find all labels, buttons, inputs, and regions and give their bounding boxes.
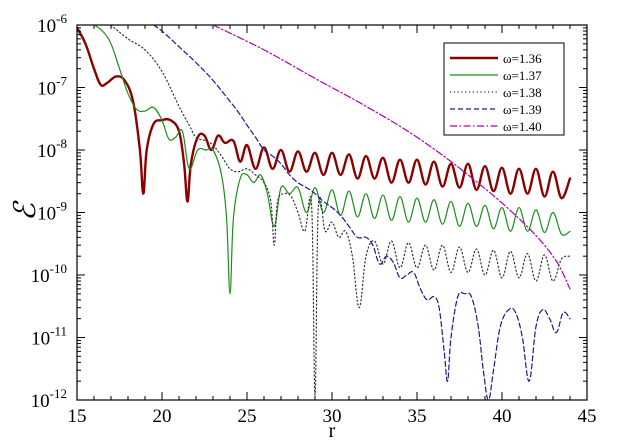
legend-label-4: ω=1.39 xyxy=(503,102,542,117)
series-line-2 xyxy=(93,25,571,295)
axes-layer: 15 20 25 30 35 40 45 10-12 10-11 10-10 10-9 10-8 10-… xyxy=(31,11,597,427)
series-line-1 xyxy=(77,26,572,203)
y-axis-label: ℰ xyxy=(9,200,42,221)
x-tick-label: 15 xyxy=(68,406,87,427)
x-axis-label: r xyxy=(329,420,336,440)
legend-label-5: ω=1.40 xyxy=(503,119,542,134)
x-tick-label: 45 xyxy=(578,406,597,427)
legend-items: ω=1.36 ω=1.37 ω=1.38 ω=1.39 ω=1.40 xyxy=(450,51,542,134)
series-line-5 xyxy=(212,25,571,290)
x-tick-label: 35 xyxy=(408,406,427,427)
legend-label-1: ω=1.36 xyxy=(503,51,542,66)
y-tick-label: 10-11 xyxy=(31,324,67,350)
x-tick-label: 30 xyxy=(323,406,342,427)
x-tick-label: 20 xyxy=(153,406,172,427)
series-line-3 xyxy=(110,25,571,396)
y-tick-label: 10-7 xyxy=(37,74,67,100)
legend: ω=1.36 ω=1.37 ω=1.38 ω=1.39 ω=1.40 xyxy=(443,42,565,136)
y-tick-label: 10-8 xyxy=(37,136,67,162)
y-tick-label: 10-12 xyxy=(31,386,67,412)
legend-label-3: ω=1.38 xyxy=(503,85,542,100)
x-tick-label: 25 xyxy=(238,406,257,427)
y-tick-label: 10-9 xyxy=(37,199,67,225)
y-tick-label: 10-10 xyxy=(31,261,67,287)
legend-label-2: ω=1.37 xyxy=(503,68,542,83)
series-layer xyxy=(77,25,572,400)
x-tick-label: 40 xyxy=(493,406,512,427)
y-tick-label: 10-6 xyxy=(37,11,67,37)
series-line-4 xyxy=(152,25,571,400)
